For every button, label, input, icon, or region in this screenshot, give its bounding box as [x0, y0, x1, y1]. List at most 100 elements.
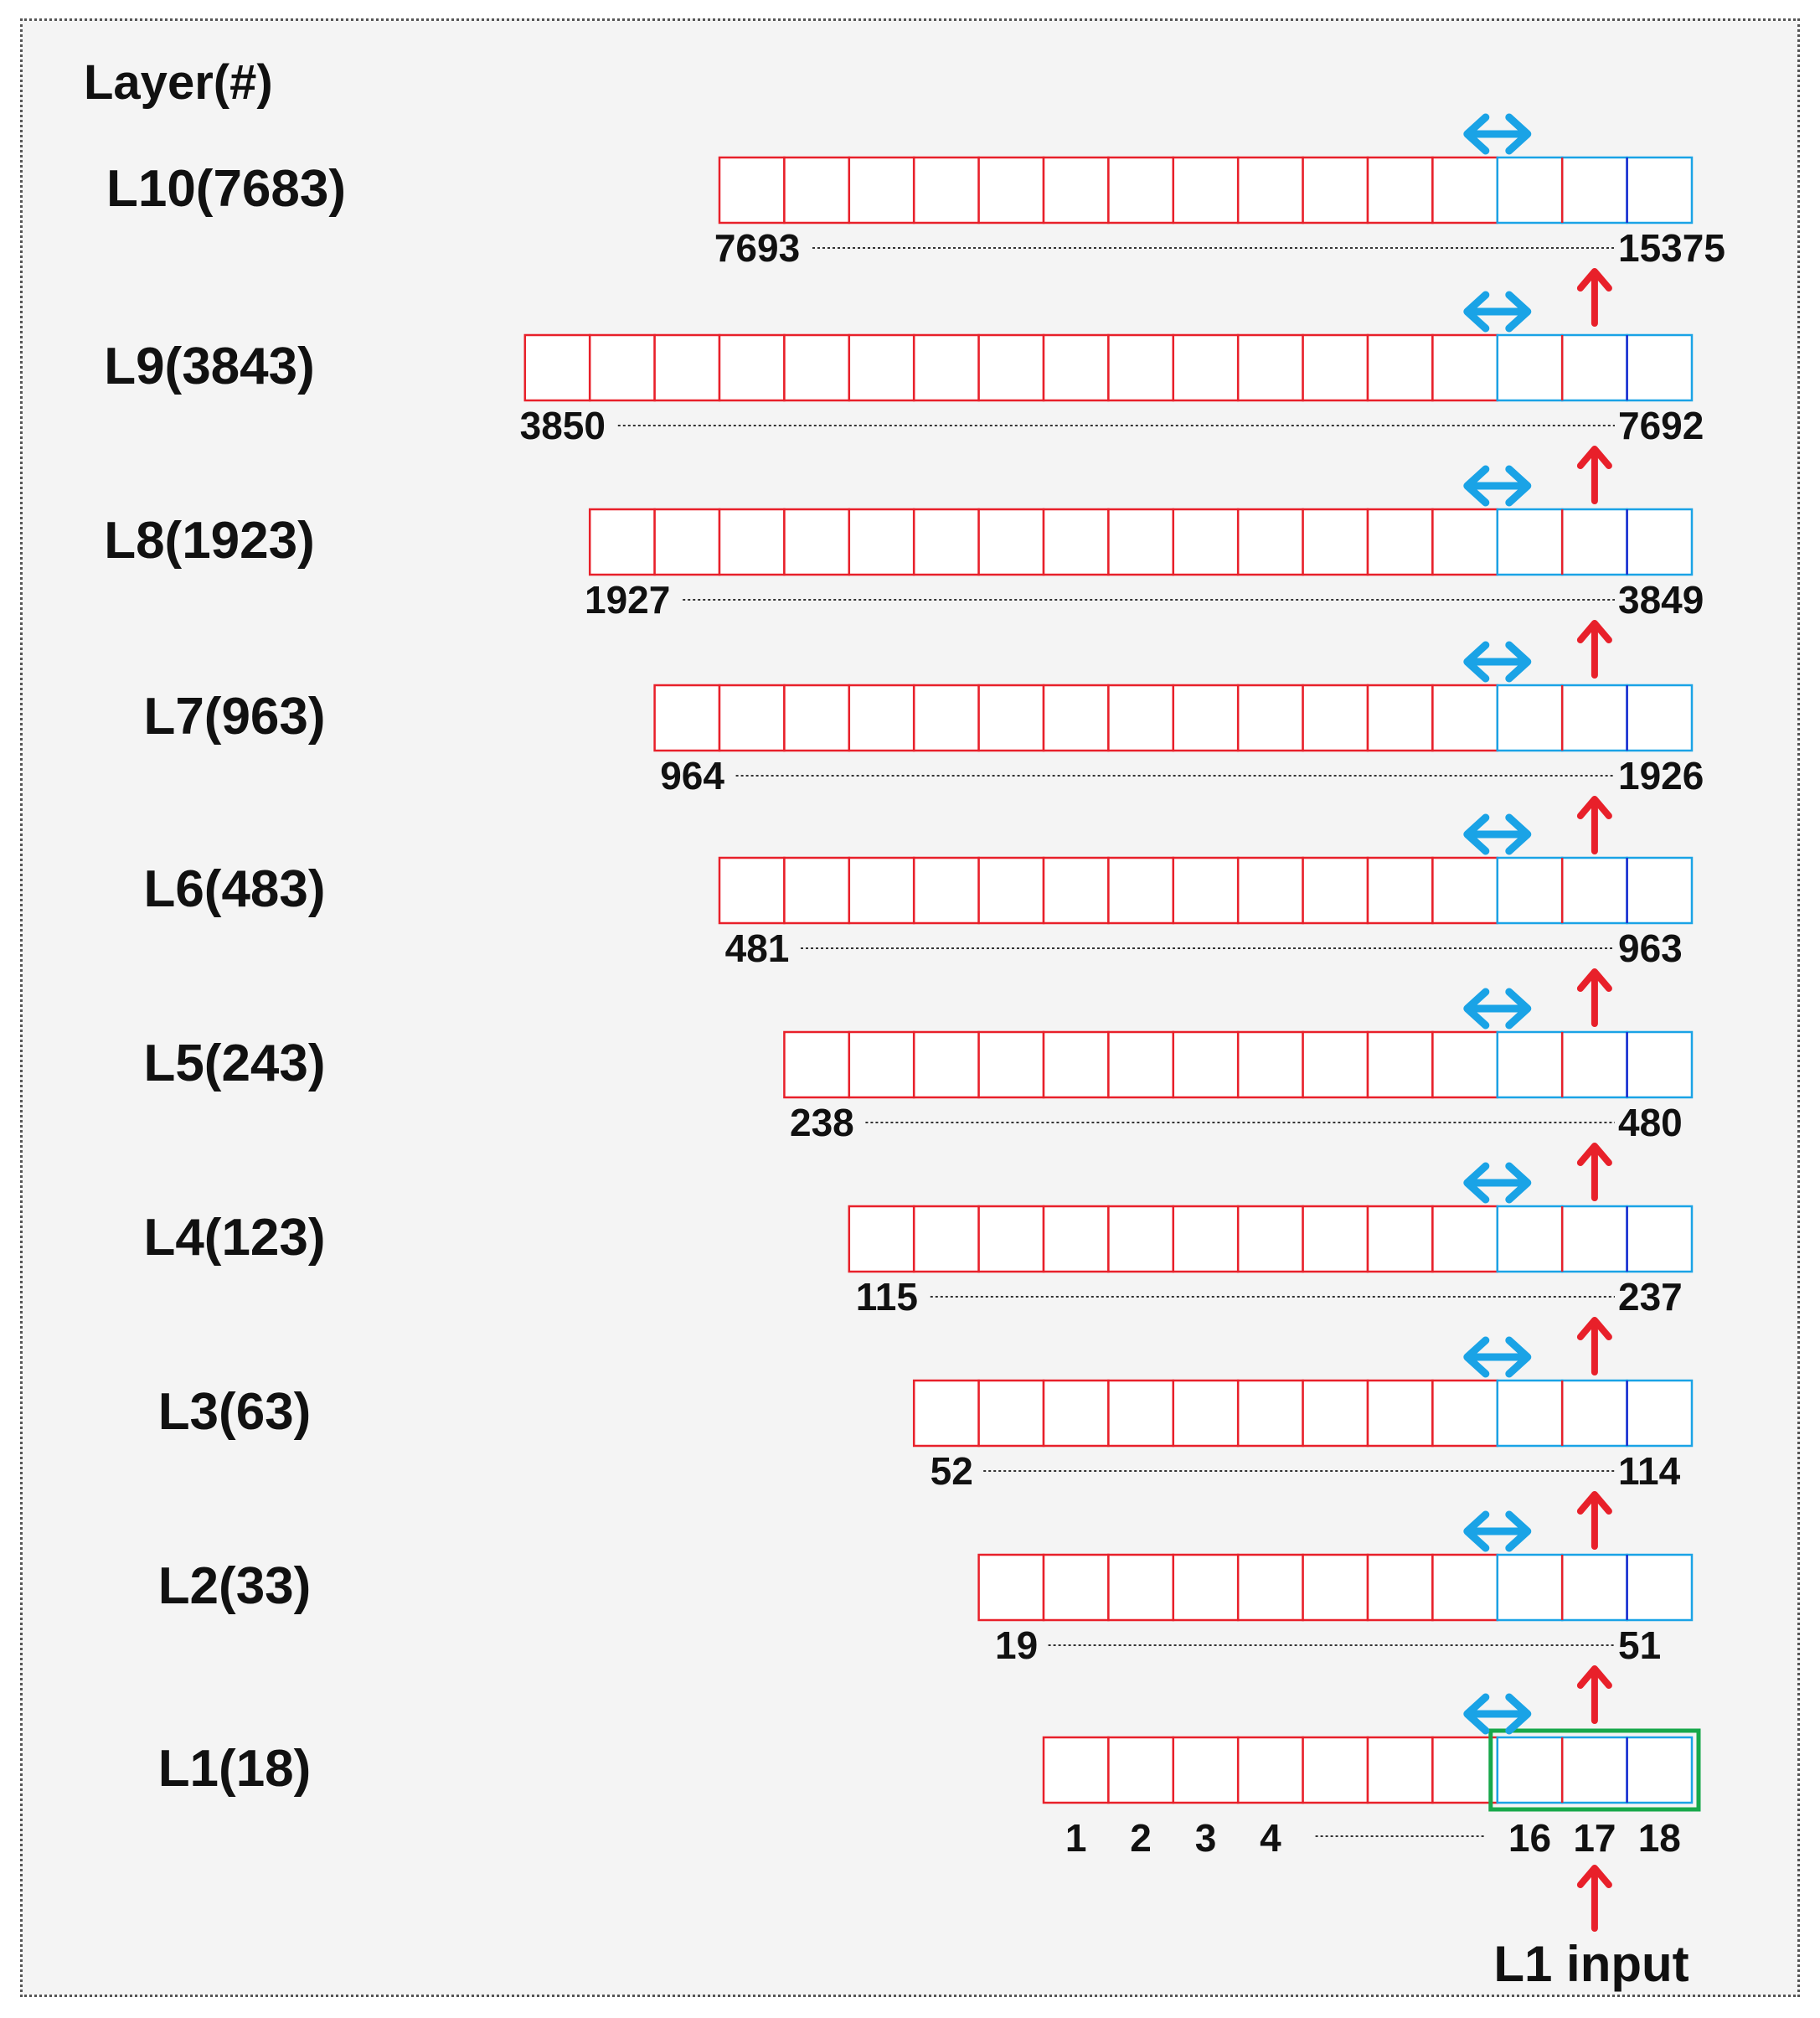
buffer-cell — [783, 856, 851, 925]
double-arrow-icon — [1463, 291, 1532, 333]
buffer-cell — [1172, 1379, 1240, 1448]
double-arrow-right-head — [1505, 1510, 1532, 1552]
buffer-cell — [1366, 1379, 1434, 1448]
up-arrow-icon — [1576, 968, 1612, 1027]
buffer-cell — [1626, 1379, 1694, 1448]
buffer-cell — [1431, 856, 1499, 925]
buffer-cell — [1496, 1205, 1564, 1273]
layer-label: L6(483) — [143, 860, 325, 918]
buffer-cell — [1366, 1736, 1434, 1804]
buffer-cell — [1236, 1553, 1304, 1622]
buffer-cell — [1236, 856, 1304, 925]
buffer-cell — [848, 1030, 915, 1099]
double-arrow-left-head — [1463, 813, 1490, 855]
buffer-cell — [1042, 333, 1110, 402]
double-arrow-right-head — [1505, 641, 1532, 683]
buffer-cell — [783, 508, 851, 576]
buffer-cell — [1236, 1205, 1304, 1273]
buffer-cell — [912, 1030, 980, 1099]
double-arrow-icon — [1463, 988, 1532, 1030]
buffer-cell — [912, 156, 980, 225]
range-start-label: 238 — [790, 1101, 854, 1144]
range-end-label: 480 — [1618, 1101, 1683, 1144]
buffer-cell — [1560, 684, 1628, 752]
range-start-label: 481 — [725, 926, 790, 970]
double-arrow-left-head — [1463, 1510, 1490, 1552]
double-arrow-left-head — [1463, 988, 1490, 1030]
up-arrow-icon — [1576, 446, 1612, 504]
buffer-cell — [783, 684, 851, 752]
buffer-cell — [1496, 333, 1564, 402]
buffer-cell — [977, 1379, 1045, 1448]
double-arrow-left-head — [1463, 1336, 1490, 1378]
buffer-cell — [1496, 1736, 1564, 1804]
up-arrow-icon — [1576, 268, 1612, 327]
buffer-cell — [1302, 1205, 1369, 1273]
layer-label: L7(963) — [143, 688, 325, 746]
buffer-cell — [1560, 1553, 1628, 1622]
buffer-cell — [718, 508, 786, 576]
range-start-label: 964 — [660, 754, 724, 797]
buffer-cell — [912, 1205, 980, 1273]
up-arrow-icon — [1576, 1665, 1612, 1724]
layer-row: L4(123) 115 237 — [143, 1205, 1694, 1319]
buffer-cell — [1496, 856, 1564, 925]
buffer-cell — [1042, 508, 1110, 576]
buffer-cell — [848, 856, 915, 925]
buffer-cell — [1042, 856, 1110, 925]
buffer-cell — [848, 156, 915, 225]
layer-row: L10(7683) 7693 15375 — [106, 156, 1725, 270]
layer-row: L3(63) 52 114 — [158, 1379, 1694, 1493]
buffer-cell — [1302, 1736, 1369, 1804]
up-arrow-icon — [1576, 1143, 1612, 1201]
buffer-cell — [977, 333, 1045, 402]
layer-row: L9(3843) 3850 7692 — [104, 333, 1704, 447]
double-arrow-icon — [1463, 813, 1532, 855]
buffer-cell — [1626, 684, 1694, 752]
buffer-cell — [1496, 1553, 1564, 1622]
layer-label: L1(18) — [158, 1740, 312, 1798]
up-arrow-head — [1576, 796, 1612, 819]
range-start-label: 1927 — [585, 578, 670, 622]
buffer-cell — [912, 508, 980, 576]
range-end-label: 7692 — [1618, 404, 1704, 447]
buffer-cell — [1366, 1030, 1434, 1099]
double-arrow-right-head — [1505, 465, 1532, 507]
double-arrow-right-head — [1505, 1693, 1532, 1735]
buffer-cell — [1172, 856, 1240, 925]
buffer-cell — [1236, 508, 1304, 576]
buffer-cell — [1107, 856, 1175, 925]
buffer-cell — [523, 333, 591, 402]
buffer-cell — [1107, 1205, 1175, 1273]
layer-label: L5(243) — [143, 1035, 325, 1092]
range-start-label: 7693 — [714, 226, 800, 270]
buffer-cell — [718, 333, 786, 402]
layer-row: L7(963) 964 1926 — [143, 684, 1704, 797]
buffer-cell — [1626, 1736, 1694, 1804]
buffer-cell — [977, 856, 1045, 925]
buffer-cell — [1302, 333, 1369, 402]
buffer-cell — [653, 333, 721, 402]
buffer-cell — [1626, 1205, 1694, 1273]
double-arrow-left-head — [1463, 291, 1490, 333]
buffer-cell — [1172, 1553, 1240, 1622]
layer-label: L2(33) — [158, 1557, 312, 1615]
buffer-cell — [848, 1205, 915, 1273]
buffer-cell — [1366, 856, 1434, 925]
buffer-cell — [1042, 1205, 1110, 1273]
buffer-cell — [1560, 1379, 1628, 1448]
up-arrow-head — [1576, 1665, 1612, 1689]
buffer-cell — [1366, 156, 1434, 225]
double-arrow-icon — [1463, 1336, 1532, 1378]
layer-label: L8(1923) — [104, 512, 315, 570]
buffer-cell — [1560, 856, 1628, 925]
double-arrow-icon — [1463, 1510, 1532, 1552]
range-start-label: 3850 — [520, 404, 606, 447]
buffer-cell — [1172, 156, 1240, 225]
double-arrow-right-head — [1505, 113, 1532, 155]
buffer-cell — [912, 856, 980, 925]
buffer-cell — [1431, 684, 1499, 752]
buffer-cell — [1626, 333, 1694, 402]
buffer-cell — [1172, 1736, 1240, 1804]
up-arrow-head — [1576, 1491, 1612, 1515]
